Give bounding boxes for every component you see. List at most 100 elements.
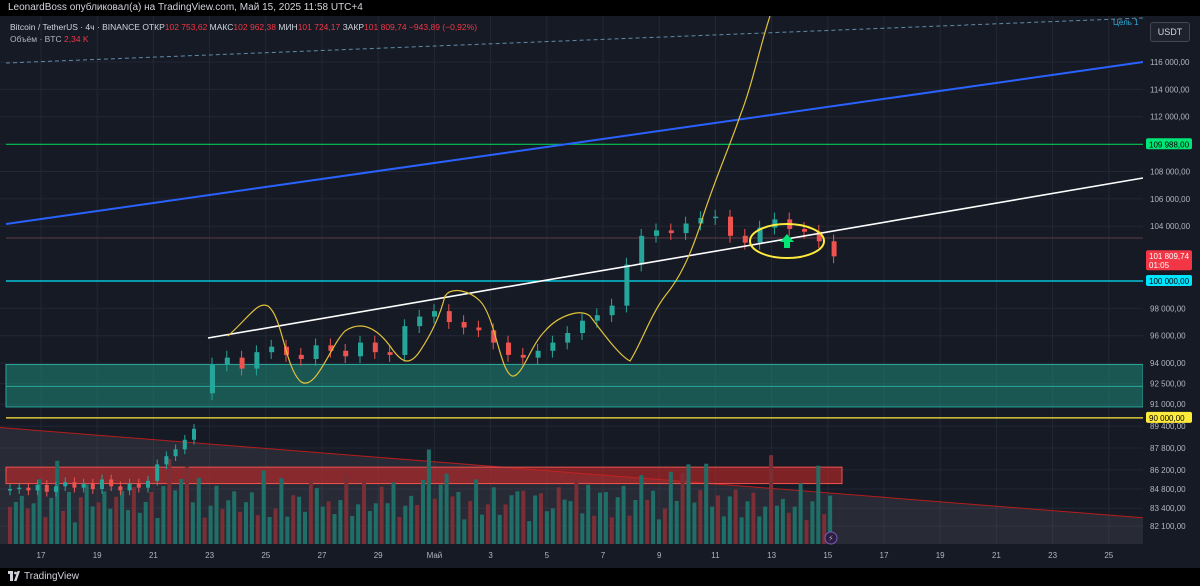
plot-background [0,16,1143,544]
price-tick-label: 86 200,00 [1150,466,1186,475]
volume-bar [810,501,815,544]
volume-bar [137,512,142,544]
time-tick-label: 17 [37,551,46,560]
volume-bar [780,499,785,544]
candle-body [387,352,393,355]
volume-bar [533,495,538,544]
open-value: 102 753,62 [164,22,208,32]
candle-body [164,456,169,465]
volume-bar [668,471,673,544]
volume-bar [114,496,119,544]
candle-body [182,439,187,450]
symbol-name[interactable]: Bitcoin / TetherUS · 4ч · BINANCE [10,22,140,32]
projection-path[interactable] [227,16,771,384]
time-tick-label: 25 [1104,551,1113,560]
blue-trendline[interactable] [5,61,1144,225]
volume-bar [568,501,573,544]
volume-bar [415,505,420,544]
candle-body [26,487,31,491]
candle-body [580,320,585,334]
volume-bar [350,515,355,544]
candle-body [54,486,58,492]
volume-bar [279,478,284,544]
volume-bar [421,479,425,544]
volume-bar [397,517,402,544]
price-tick-label: 89 400,00 [1150,422,1186,431]
volume-bar [202,517,207,544]
volume-bar [721,516,726,544]
candle-body [35,484,40,491]
volume-bar [733,489,738,544]
volume-bar [480,514,484,544]
volume-legend: Объём · BTC 2,34 K [10,34,89,44]
price-tag[interactable] [1146,138,1192,150]
price-tick-label: 106 000,00 [1150,195,1191,204]
volume-bar [627,515,632,544]
ascending-support-trendline[interactable] [207,177,1144,339]
volume-bar [238,511,243,544]
volume-bar [409,495,414,544]
volume-bar [379,486,384,544]
candle-body [127,483,132,491]
volume-bar [674,500,679,544]
volume-bar [686,464,691,544]
volume-bar [609,517,614,544]
price-tag[interactable] [1146,250,1192,271]
currency-button[interactable]: USDT [1150,22,1190,42]
volume-bar [96,502,101,544]
price-tag[interactable] [1146,411,1192,423]
volume-bar [161,486,166,544]
candle-body [224,357,230,365]
up-arrow-icon[interactable] [780,234,794,248]
time-tick-label: 17 [880,551,889,560]
candle-body [90,483,95,490]
candle-body [146,480,150,488]
volume-bar [503,504,508,544]
volume-bar [539,493,543,544]
candle-body [639,235,645,265]
ohlc-legend: Bitcoin / TetherUS · 4ч · BINANCE ОТКР10… [10,22,477,32]
price-tag[interactable] [1146,274,1192,286]
candle-body [72,482,77,488]
demand-zone [5,363,1144,408]
candle-body [100,479,104,490]
volume-bar [214,485,219,544]
candle-body [173,449,178,457]
price-tag-label: 101 809,74 [1149,252,1190,261]
low-value: 101 724,17 [297,22,341,32]
volume-bar [745,501,750,544]
candle-body [698,218,704,224]
volume-bar [651,490,656,544]
volume-bar [698,490,703,544]
volume-bar [155,518,160,544]
time-tick-label: 5 [545,551,550,560]
price-tag-label: 90 000,00 [1149,414,1185,423]
time-tick-label: 3 [488,551,493,560]
price-tick-label: 98 000,00 [1150,304,1186,313]
volume-bar [291,495,296,544]
change-value: −943,89 (−0,92%) [408,22,478,32]
volume-bar [297,496,302,544]
time-tick-label: 23 [205,551,214,560]
volume-bar [185,466,189,544]
volume-bar [244,502,248,544]
dashed-target-line[interactable] [5,17,1144,64]
volume-bar [208,505,213,544]
candle-body [17,487,22,490]
volume-bar [149,492,154,544]
volume-bar [19,495,24,544]
time-scale[interactable] [0,544,1200,568]
volume-bar [704,463,709,544]
volume-bar [662,508,667,544]
price-chart[interactable]: 82 100,00 83 400,00 84 800,00 86 200,00 87 8… [0,16,1200,568]
price-tick-label: 112 000,00 [1150,113,1190,122]
time-tick-label: 9 [657,551,662,560]
lightning-icon[interactable] [824,531,838,545]
volume-bar [426,449,431,544]
time-tick-label: 25 [261,551,270,560]
volume-bar [586,484,591,544]
highlight-ellipse[interactable] [749,223,825,259]
candle-body [668,230,674,234]
time-tick-label: 21 [992,551,1001,560]
